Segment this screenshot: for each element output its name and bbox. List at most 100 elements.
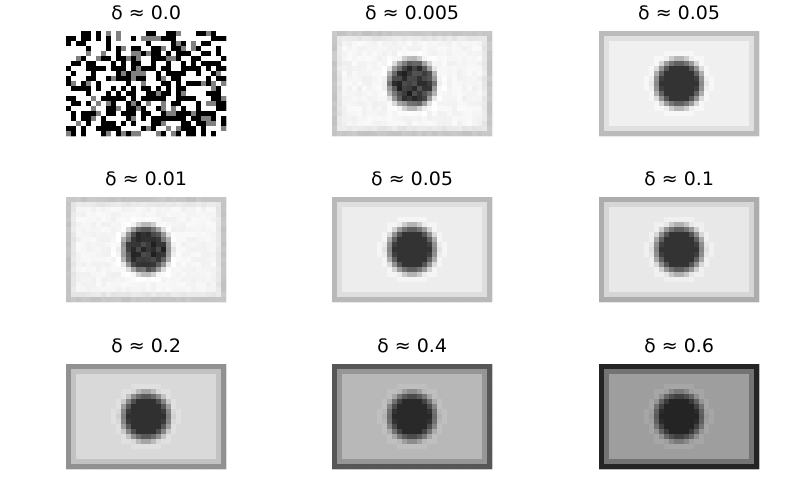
- image-pixel: [216, 227, 222, 233]
- image-pixel: [412, 292, 418, 298]
- image-pixel: [116, 232, 122, 238]
- image-pixel: [201, 66, 207, 72]
- image-pixel: [397, 227, 403, 233]
- image-pixel: [126, 106, 132, 112]
- image-pixel: [412, 282, 418, 288]
- image-pixel: [156, 51, 162, 57]
- image-pixel: [146, 36, 152, 42]
- image-pixel: [724, 46, 730, 52]
- image-pixel: [91, 116, 97, 122]
- image-pixel: [609, 41, 615, 47]
- image-pixel: [699, 272, 705, 278]
- image-pixel: [337, 81, 343, 87]
- image-pixel: [181, 399, 187, 405]
- image-pixel: [462, 267, 468, 273]
- image-pixel: [372, 404, 378, 410]
- image-pixel: [467, 257, 473, 263]
- image-pixel: [629, 111, 635, 117]
- image-pixel: [131, 379, 137, 385]
- image-pixel: [211, 262, 217, 268]
- image-pixel: [111, 202, 117, 208]
- image-pixel: [699, 232, 705, 238]
- image-pixel: [382, 404, 388, 410]
- image-pixel: [749, 81, 755, 87]
- image-pixel: [674, 91, 680, 97]
- image-pixel: [729, 217, 735, 223]
- image-pixel: [181, 414, 187, 420]
- image-pixel: [462, 121, 468, 127]
- image-pixel: [66, 247, 72, 253]
- image-pixel: [397, 277, 403, 283]
- image-pixel: [684, 217, 690, 223]
- image-pixel: [629, 297, 635, 303]
- image-pixel: [66, 197, 72, 203]
- image-pixel: [151, 207, 157, 213]
- image-pixel: [699, 207, 705, 213]
- image-pixel: [724, 106, 730, 112]
- image-pixel: [166, 116, 172, 122]
- image-pixel: [694, 247, 700, 253]
- image-pixel: [629, 197, 635, 203]
- image-pixel: [719, 227, 725, 233]
- image-pixel: [71, 287, 77, 293]
- image-pixel: [614, 197, 620, 203]
- image-pixel: [196, 36, 202, 42]
- image-pixel: [362, 364, 368, 370]
- image-pixel: [342, 257, 348, 263]
- image-pixel: [136, 439, 142, 445]
- image-pixel: [337, 46, 343, 52]
- image-pixel: [156, 207, 162, 213]
- image-pixel: [669, 31, 675, 37]
- image-pixel: [332, 81, 338, 87]
- image-pixel: [126, 379, 132, 385]
- image-pixel: [422, 101, 428, 107]
- image-pixel: [709, 277, 715, 283]
- image-pixel: [201, 439, 207, 445]
- image-pixel: [106, 257, 112, 263]
- image-pixel: [372, 217, 378, 223]
- image-pixel: [216, 454, 222, 460]
- image-pixel: [136, 76, 142, 82]
- image-pixel: [664, 272, 670, 278]
- image-pixel: [614, 292, 620, 298]
- image-pixel: [352, 379, 358, 385]
- image-pixel: [347, 106, 353, 112]
- image-pixel: [71, 101, 77, 107]
- image-pixel: [442, 197, 448, 203]
- image-pixel: [402, 66, 408, 72]
- image-pixel: [729, 227, 735, 233]
- image-pixel: [221, 56, 227, 62]
- image-pixel: [201, 86, 207, 92]
- image-pixel: [176, 369, 182, 375]
- image-pixel: [337, 86, 343, 92]
- image-pixel: [161, 272, 167, 278]
- image-pixel: [101, 439, 107, 445]
- image-pixel: [599, 212, 605, 218]
- image-pixel: [116, 464, 122, 470]
- image-pixel: [452, 262, 458, 268]
- image-pixel: [186, 414, 192, 420]
- image-pixel: [106, 464, 112, 470]
- image-pixel: [422, 232, 428, 238]
- image-pixel: [372, 272, 378, 278]
- image-pixel: [754, 71, 760, 77]
- image-pixel: [447, 257, 453, 263]
- image-pixel: [347, 131, 353, 137]
- image-pixel: [171, 424, 177, 430]
- image-pixel: [487, 297, 493, 303]
- image-pixel: [387, 262, 393, 268]
- image-pixel: [432, 297, 438, 303]
- image-pixel: [151, 126, 157, 132]
- image-pixel: [146, 131, 152, 137]
- image-pixel: [216, 222, 222, 228]
- image-pixel: [166, 399, 172, 405]
- image-pixel: [106, 207, 112, 213]
- image-pixel: [437, 389, 443, 395]
- image-pixel: [462, 81, 468, 87]
- image-pixel: [111, 404, 117, 410]
- image-pixel: [674, 56, 680, 62]
- image-pixel: [729, 51, 735, 57]
- image-pixel: [161, 439, 167, 445]
- image-pixel: [71, 207, 77, 213]
- image-pixel: [407, 394, 413, 400]
